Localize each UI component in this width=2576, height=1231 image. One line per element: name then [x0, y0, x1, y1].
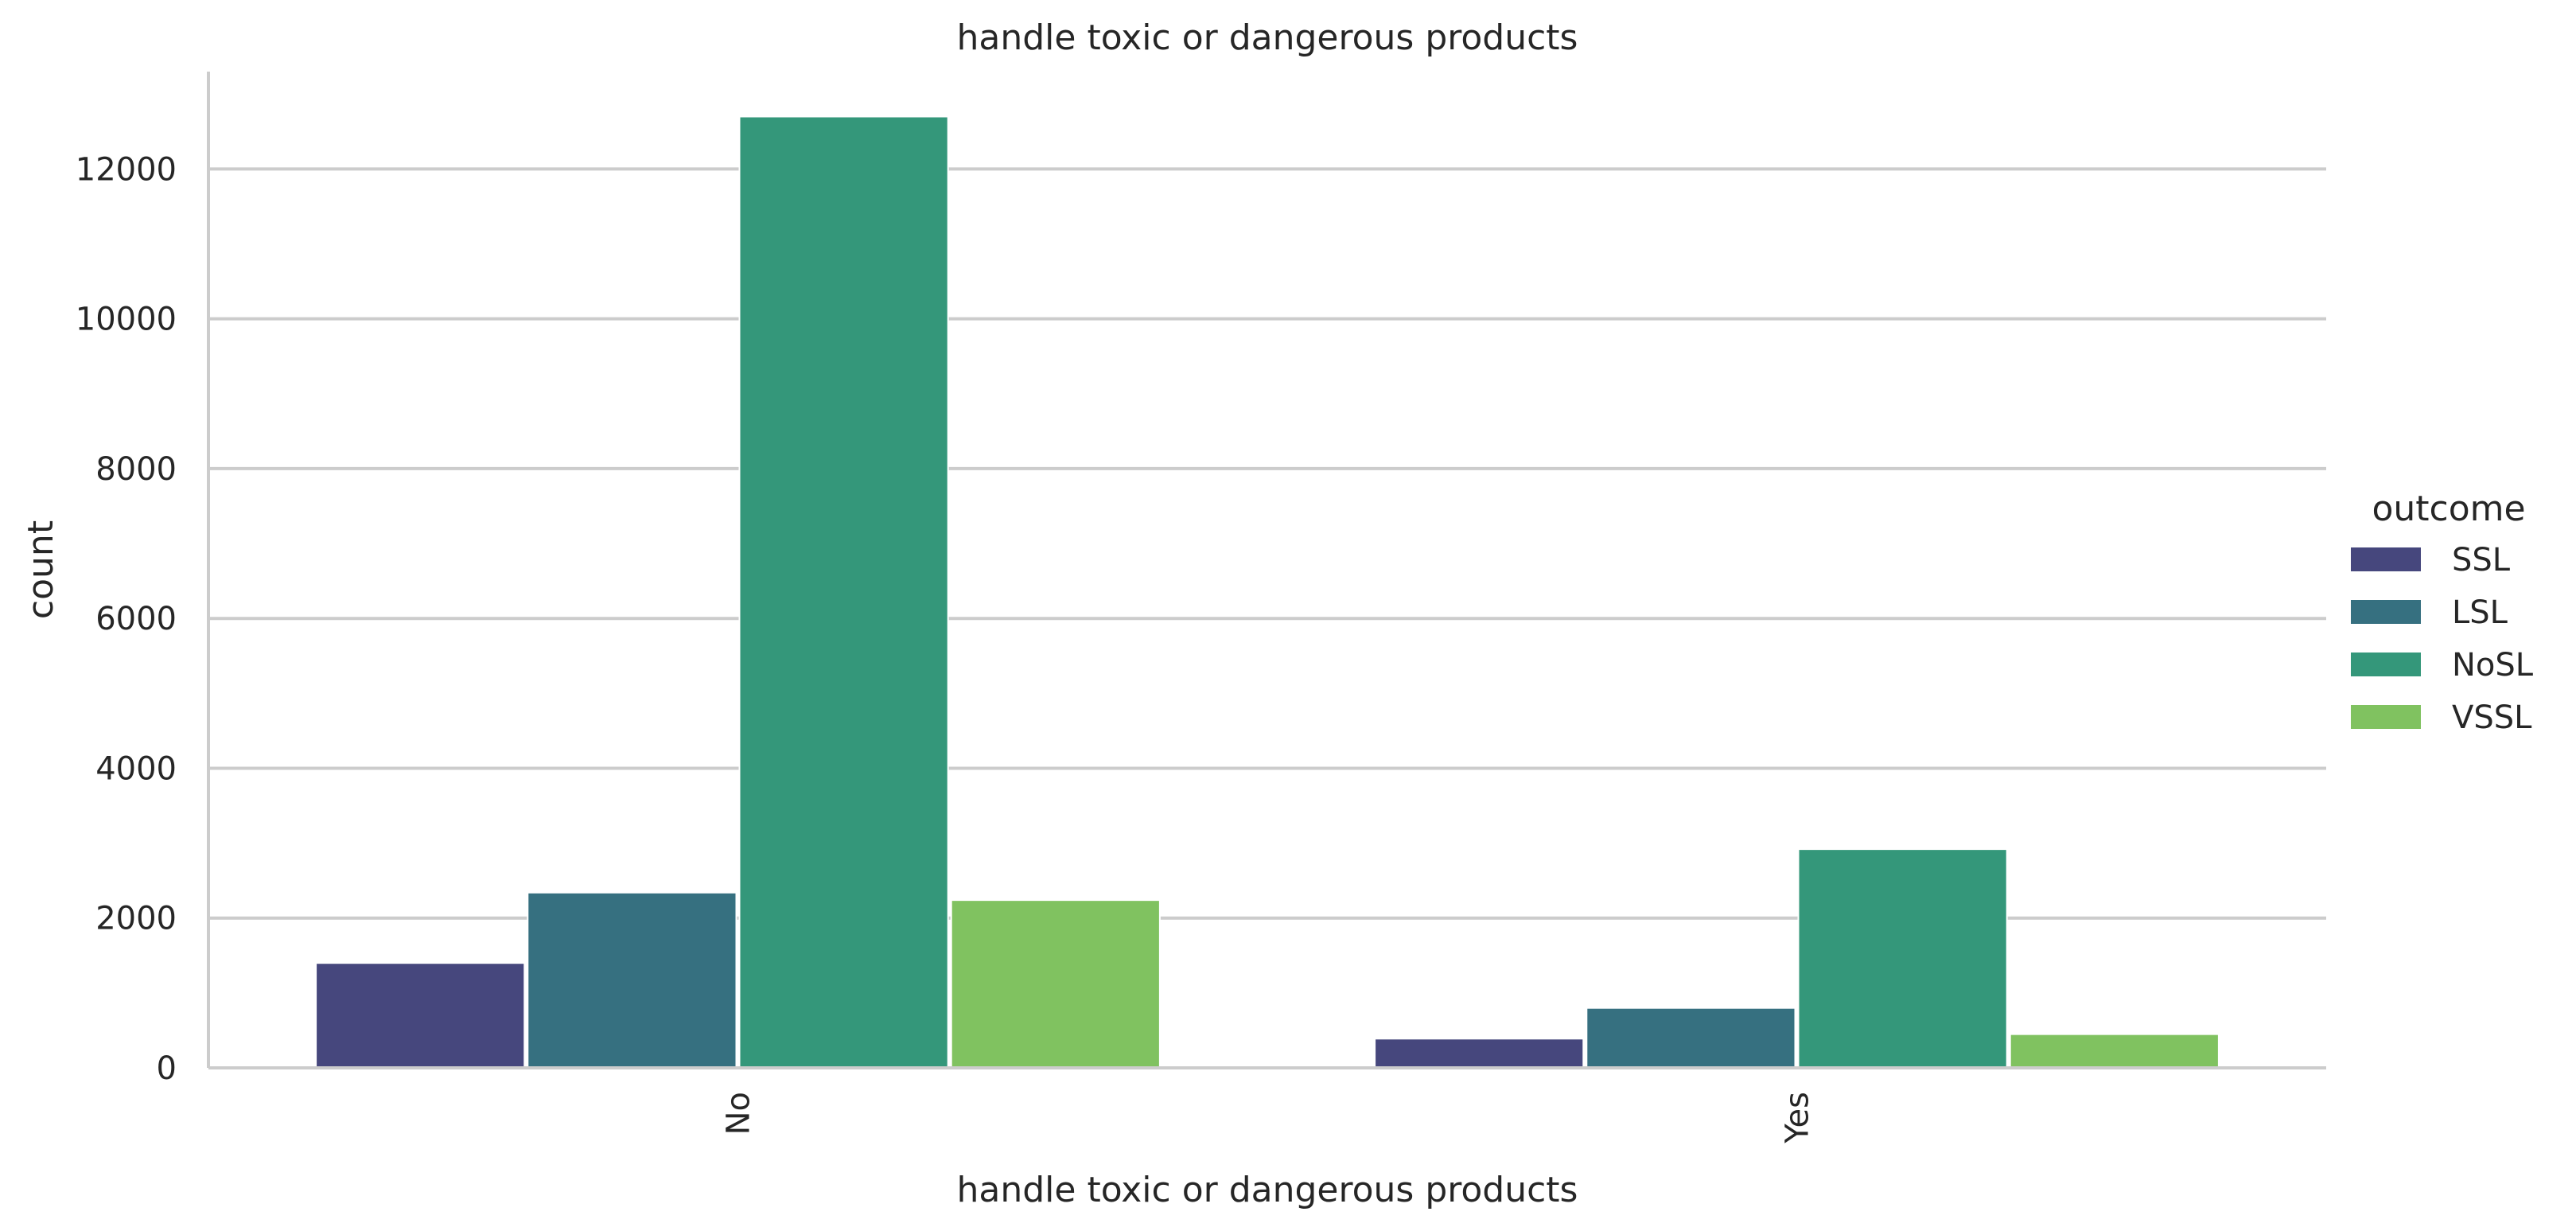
- legend-swatch-nosl: [2351, 653, 2421, 676]
- y-tick-label: 6000: [95, 601, 177, 637]
- legend-label-ssl: SSL: [2452, 542, 2511, 578]
- y-tick-label: 2000: [95, 901, 177, 937]
- legend: outcome SSL LSL NoSL VSSL: [2351, 489, 2534, 736]
- x-tick-labels: No Yes: [721, 1092, 1816, 1144]
- bar-ssl-no: [315, 962, 526, 1069]
- y-tick-label: 8000: [95, 451, 177, 488]
- y-tick-label: 4000: [95, 750, 177, 787]
- bar-nosl-no: [738, 115, 949, 1069]
- x-tick-label: Yes: [1780, 1092, 1816, 1144]
- x-tick-label: No: [721, 1092, 757, 1135]
- bar-vssl-no: [950, 899, 1161, 1069]
- legend-label-nosl: NoSL: [2452, 647, 2534, 684]
- legend-swatch-ssl: [2351, 547, 2421, 571]
- legend-swatch-vssl: [2351, 705, 2421, 729]
- gridlines: [208, 167, 2326, 920]
- y-axis-label: count: [21, 520, 61, 619]
- bar-lsl-no: [527, 891, 737, 1069]
- x-axis-label: handle toxic or dangerous products: [957, 1170, 1578, 1210]
- y-tick-labels: 0 2000 4000 6000 8000 10000 12000: [76, 151, 177, 1087]
- legend-title: outcome: [2372, 489, 2525, 529]
- legend-swatch-lsl: [2351, 600, 2421, 624]
- y-tick-label: 10000: [76, 302, 177, 338]
- legend-label-lsl: LSL: [2452, 594, 2508, 631]
- bars: [315, 115, 2220, 1069]
- bar-vssl-yes: [2009, 1033, 2220, 1069]
- bar-nosl-yes: [1797, 848, 2008, 1069]
- legend-label-vssl: VSSL: [2452, 699, 2532, 736]
- bar-ssl-yes: [1374, 1038, 1585, 1069]
- y-tick-label: 0: [157, 1050, 177, 1087]
- chart-title: handle toxic or dangerous products: [957, 18, 1578, 58]
- y-tick-label: 12000: [76, 151, 177, 188]
- bar-lsl-yes: [1586, 1007, 1796, 1069]
